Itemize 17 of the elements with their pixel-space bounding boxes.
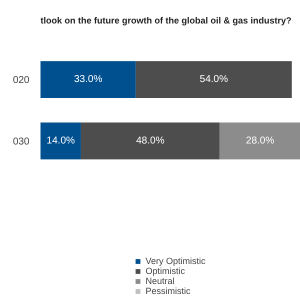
data-label: 14.0% — [46, 135, 76, 146]
bar — [40, 61, 136, 98]
y-tick-label: 020 — [12, 75, 30, 86]
legend-label: Pessimistic — [145, 286, 191, 296]
data-label: 33.0% — [74, 74, 102, 86]
bar — [40, 122, 81, 160]
data-label: 54.0% — [200, 74, 228, 86]
data-label: 48.0% — [136, 135, 165, 146]
legend-label: Optimistic — [145, 266, 186, 276]
y-tick-label: 030 — [12, 136, 30, 148]
legend-label: Neutral — [145, 276, 175, 286]
data-label: 28.0% — [246, 135, 274, 146]
chart-title: tlook on the future growth of the global oil & gas industry? — [40, 16, 292, 26]
bar — [220, 122, 300, 160]
legend-label: Very Optimistic — [145, 256, 206, 266]
bar — [136, 61, 292, 98]
bar — [80, 122, 220, 160]
